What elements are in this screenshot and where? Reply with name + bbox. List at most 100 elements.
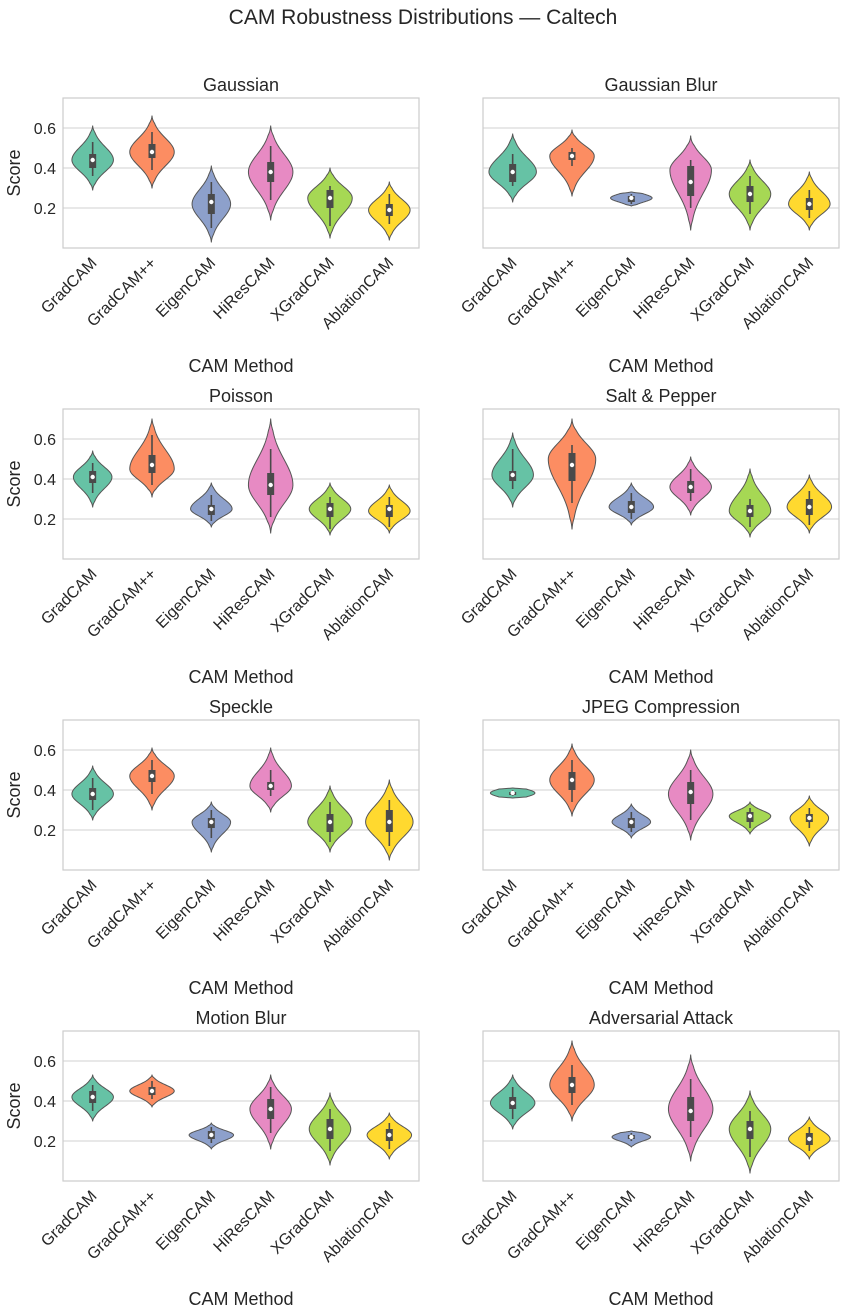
x-axis-label: CAM Method	[188, 978, 293, 998]
panel-frame	[62, 408, 420, 560]
violin-median	[688, 484, 693, 490]
violin-median	[268, 482, 273, 488]
panels: Gaussian0.20.40.6ScoreGradCAMGradCAM++Ei…	[4, 75, 840, 1309]
violin-eigencam	[610, 191, 653, 207]
violin-xgradcam	[728, 468, 772, 538]
violin-xgradcam	[728, 159, 772, 231]
violin-hirescam	[247, 125, 294, 221]
x-tick-label: EigenCAM	[573, 1188, 639, 1254]
violin-median	[629, 1134, 634, 1140]
x-tick-label: GradCAM	[458, 566, 520, 628]
violin-hirescam	[669, 456, 712, 516]
y-tick-label: 0.2	[34, 512, 56, 529]
y-tick-label: 0.4	[34, 472, 56, 489]
panel-title: Salt & Pepper	[605, 386, 716, 406]
violin-median	[90, 474, 95, 480]
violin-eigencam	[608, 482, 655, 526]
violin-median	[149, 462, 155, 468]
violin-median	[387, 1132, 392, 1138]
violin-median	[209, 506, 214, 512]
violin-ablationcam	[366, 1112, 413, 1160]
y-tick-label: 0.4	[34, 783, 56, 800]
panel-frame	[62, 1030, 420, 1182]
panel-title: JPEG Compression	[582, 697, 740, 717]
violin-median	[629, 195, 634, 201]
panel-title: Speckle	[209, 697, 273, 717]
violin-gradcam	[491, 432, 534, 508]
violin-median	[327, 1126, 333, 1132]
panel-gaussian: Gaussian0.20.40.6ScoreGradCAMGradCAM++Ei…	[4, 75, 420, 376]
panel-frame	[482, 719, 840, 871]
y-axis-label: Score	[4, 149, 24, 196]
violin-median	[90, 791, 95, 797]
violin-ablationcam	[365, 779, 414, 861]
violin-xgradcam	[308, 1092, 352, 1166]
violin-median	[747, 508, 753, 514]
violin-median	[209, 1132, 214, 1138]
violin-median	[209, 819, 214, 825]
x-tick-label: EigenCAM	[573, 255, 639, 321]
x-axis-label: CAM Method	[188, 1289, 293, 1309]
y-tick-label: 0.2	[34, 201, 56, 218]
x-axis-label: CAM Method	[608, 667, 713, 687]
violin-gradcam	[549, 129, 595, 197]
violin-median	[569, 462, 575, 468]
x-axis-label: CAM Method	[188, 667, 293, 687]
y-tick-label: 0.6	[34, 1054, 56, 1071]
x-tick-label: GradCAM	[458, 877, 520, 939]
panel-adversarial-attack: Adversarial AttackGradCAMGradCAM++EigenC…	[458, 1008, 840, 1309]
figure-title: CAM Robustness Distributions — Caltech	[229, 6, 618, 29]
violin-median	[569, 153, 575, 159]
violin-gradcam	[129, 1074, 175, 1108]
violin-median	[569, 777, 575, 783]
y-tick-label: 0.2	[34, 1134, 56, 1151]
x-tick-label: GradCAM	[38, 255, 100, 317]
violin-median	[327, 195, 333, 201]
violin-hirescam	[249, 747, 292, 813]
x-tick-label: GradCAM	[38, 877, 100, 939]
violin-median	[90, 1094, 95, 1100]
panel-title: Poisson	[209, 386, 273, 406]
panel-frame	[482, 408, 840, 560]
panel-jpeg-compression: JPEG CompressionGradCAMGradCAM++EigenCAM…	[458, 697, 840, 998]
x-tick-label: EigenCAM	[153, 877, 219, 943]
violin-gradcam	[71, 1074, 114, 1122]
violin-ablationcam	[788, 171, 831, 231]
x-axis-label: CAM Method	[608, 356, 713, 376]
violin-gradcam	[129, 747, 175, 811]
violin-hirescam	[667, 1054, 714, 1162]
violin-median	[268, 783, 273, 789]
violin-median	[688, 789, 693, 795]
violin-ablationcam	[368, 484, 411, 534]
violin-hirescam	[247, 418, 294, 534]
violin-xgradcam	[728, 801, 772, 835]
violin-median	[747, 813, 753, 819]
violin-median	[807, 504, 812, 510]
violin-median	[149, 149, 155, 155]
x-tick-label: EigenCAM	[153, 566, 219, 632]
panel-motion-blur: Motion Blur0.20.40.6ScoreGradCAMGradCAM+…	[4, 1008, 420, 1309]
violin-gradcam	[71, 125, 114, 191]
violin-eigencam	[611, 1130, 652, 1148]
x-tick-label: EigenCAM	[573, 877, 639, 943]
violin-eigencam	[190, 482, 233, 528]
y-axis-label: Score	[4, 460, 24, 507]
panel-gaussian-blur: Gaussian BlurGradCAMGradCAM++EigenCAMHiR…	[458, 75, 840, 376]
x-tick-label: GradCAM	[38, 1188, 100, 1250]
panel-frame	[62, 97, 420, 249]
violin-xgradcam	[307, 167, 353, 239]
violin-median	[327, 819, 333, 825]
violin-median	[90, 157, 95, 163]
x-tick-label: EigenCAM	[153, 255, 219, 321]
violin-gradcam	[72, 450, 113, 508]
violin-ablationcam	[788, 1116, 831, 1160]
violin-median	[510, 790, 515, 796]
violin-hirescam	[667, 749, 714, 841]
x-tick-label: EigenCAM	[573, 566, 639, 632]
violin-xgradcam	[308, 482, 352, 536]
violin-ablationcam	[789, 795, 830, 847]
violin-ablationcam	[786, 474, 833, 534]
violin-median	[629, 819, 634, 825]
